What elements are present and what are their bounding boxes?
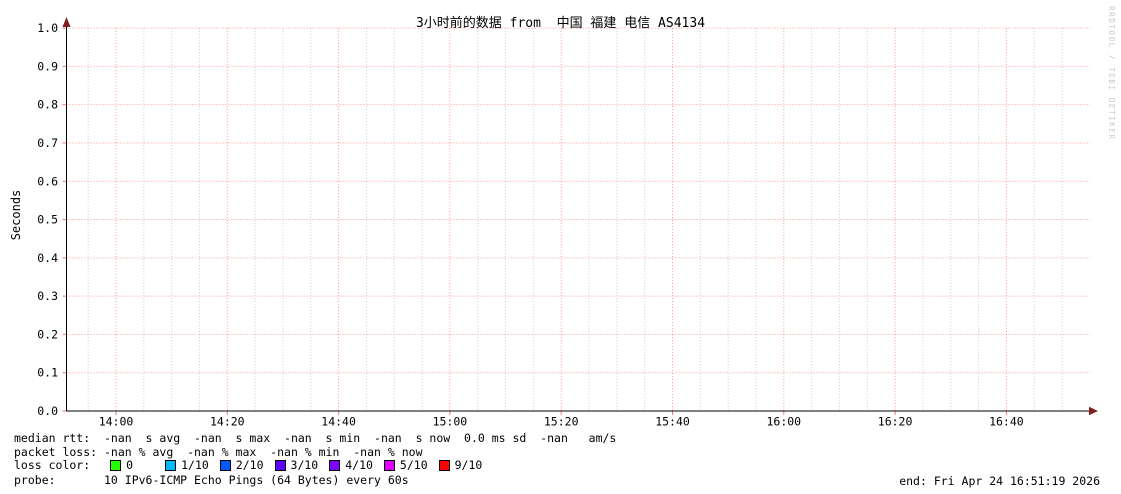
y-tick-label: 0.4: [37, 251, 58, 265]
x-tick-label: 14:00: [99, 415, 134, 429]
loss-color-item: 2/10: [219, 458, 264, 472]
loss-color-item: 5/10: [383, 458, 428, 472]
loss-swatch-label: 2/10: [235, 458, 264, 472]
loss-color-line: loss color: 0 1/10 2/10 3/10 4/10: [14, 459, 493, 472]
loss-swatch-1: [165, 460, 177, 471]
y-tick-label: 0.6: [37, 174, 58, 188]
x-tick-label: 14:20: [210, 415, 245, 429]
y-tick-label: 0.0: [37, 404, 58, 418]
loss-color-item: 4/10: [329, 459, 373, 472]
loss-swatch-3: [274, 460, 286, 471]
x-tick-label: 16:00: [766, 415, 801, 429]
loss-color-label: loss color:: [14, 458, 91, 472]
loss-swatch-4: [329, 460, 341, 471]
chart-title: 3小时前的数据 from 中国 福建 电信 AS4134: [415, 16, 706, 31]
x-tick-label: 15:20: [544, 415, 579, 429]
plot-area: 0.0 0.1 0.2 0.3 0.4 0.5 0.6 0.7 0.8 0.9 1.0 14:00 14…: [37, 17, 1098, 429]
y-tick-label: 0.1: [37, 366, 58, 380]
loss-color-item: 1/10: [165, 459, 209, 472]
loss-swatch-label: 9/10: [454, 458, 483, 472]
end-timestamp: end: Fri Apr 24 16:51:19 2026: [899, 474, 1100, 488]
y-tick-label: 1.0: [37, 21, 58, 35]
y-tick-label: 0.5: [37, 213, 58, 227]
rrdtool-watermark: RRDTOOL / TOBI OETIKER: [1107, 6, 1116, 141]
x-axis-arrow: [1089, 406, 1098, 416]
y-axis-arrow: [62, 17, 71, 27]
loss-swatch-label: 0: [126, 458, 134, 472]
x-tick-label: 15:40: [655, 415, 690, 429]
loss-color-item: 9/10: [438, 458, 483, 472]
loss-swatch-5: [383, 460, 395, 471]
loss-swatch-2: [219, 460, 231, 471]
x-tick-label: 14:40: [321, 415, 356, 429]
probe-line: probe: 10 IPv6-ICMP Echo Pings (64 Bytes…: [14, 473, 409, 487]
x-tick-label: 16:40: [989, 415, 1024, 429]
y-tick-label: 0.3: [37, 289, 58, 303]
x-tick-label: 15:00: [433, 415, 468, 429]
y-tick-label: 0.2: [37, 327, 58, 341]
y-tick-label: 0.8: [37, 98, 58, 112]
median-rtt-line: median rtt: -nan s avg -nan s max -nan s…: [14, 431, 617, 445]
loss-swatch-label: 3/10: [290, 458, 319, 472]
loss-color-item: 0: [110, 459, 133, 472]
loss-color-items: 0 1/10 2/10 3/10 4/10 5/10: [110, 459, 493, 472]
x-tick-label: 16:20: [878, 415, 913, 429]
loss-swatch-label: 5/10: [399, 458, 428, 472]
loss-swatch-0: [110, 460, 122, 471]
loss-swatch-label: 1/10: [181, 458, 209, 472]
loss-color-item: 3/10: [274, 458, 319, 472]
y-tick-label: 0.9: [37, 59, 58, 73]
loss-swatch-6: [438, 460, 450, 471]
y-tick-label: 0.7: [37, 136, 58, 150]
packet-loss-line: packet loss: -nan % avg -nan % max -nan …: [14, 445, 423, 459]
loss-swatch-label: 4/10: [345, 458, 373, 472]
